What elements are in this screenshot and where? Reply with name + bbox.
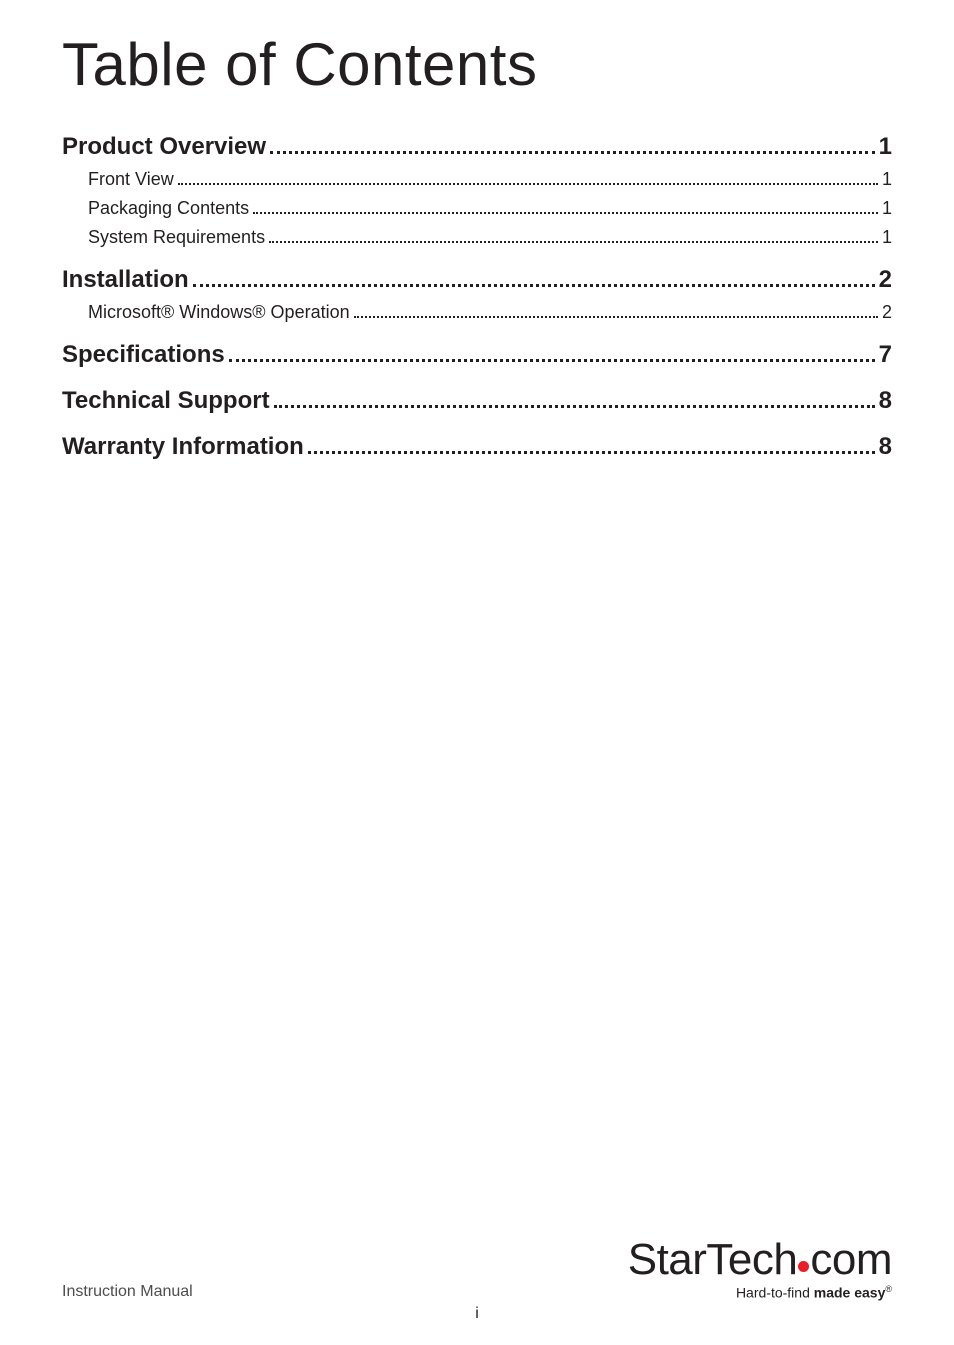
tagline-registered-icon: ® [885, 1284, 892, 1294]
toc-entry-page: 8 [879, 387, 892, 415]
toc-entry-page: 1 [882, 227, 892, 248]
brand-logo: StarTechcom Hard-to-find made easy® [628, 1238, 892, 1301]
toc-leader [354, 306, 878, 318]
toc-entry-page: 7 [879, 341, 892, 369]
logo-text-part2: com [810, 1238, 892, 1282]
toc-leader [269, 231, 878, 243]
toc-leader [229, 350, 875, 362]
toc-section-row[interactable]: Specifications 7 [62, 341, 892, 369]
toc-entry-page: 1 [882, 198, 892, 219]
brand-logo-wordmark: StarTechcom [628, 1238, 892, 1282]
toc-entry-label: Microsoft® Windows® Operation [88, 302, 350, 323]
toc-leader [308, 442, 875, 454]
toc-sub-row[interactable]: Microsoft® Windows® Operation 2 [88, 302, 892, 323]
logo-text-part1: StarTec [628, 1238, 774, 1282]
toc-section-row[interactable]: Technical Support 8 [62, 387, 892, 415]
toc-leader [274, 396, 875, 408]
toc-leader [193, 275, 875, 287]
toc-entry-label: Front View [88, 169, 174, 190]
toc-entry-page: 2 [882, 302, 892, 323]
page-title: Table of Contents [62, 30, 892, 99]
toc-entry-label: Specifications [62, 341, 225, 369]
toc-sub-row[interactable]: Front View 1 [88, 169, 892, 190]
toc-entry-page: 2 [879, 266, 892, 294]
logo-letter-h: h [773, 1238, 797, 1282]
toc-entry-label: Warranty Information [62, 433, 304, 461]
toc-entry-page: 1 [882, 169, 892, 190]
toc-entry-label: Installation [62, 266, 189, 294]
toc-section-row[interactable]: Installation 2 [62, 266, 892, 294]
toc-section-row[interactable]: Warranty Information 8 [62, 433, 892, 461]
toc-entry-label: Packaging Contents [88, 198, 249, 219]
toc-entry-label: System Requirements [88, 227, 265, 248]
logo-dot-icon [798, 1261, 809, 1272]
tagline-prefix: Hard-to-find [736, 1285, 814, 1301]
toc-entry-label: Product Overview [62, 133, 266, 161]
toc-leader [253, 202, 878, 214]
page: Table of Contents Product Overview1Front… [0, 0, 954, 1345]
toc-leader [178, 173, 878, 185]
toc-entry-label: Technical Support [62, 387, 270, 415]
page-footer: Instruction Manual StarTechcom Hard-to-f… [62, 1238, 892, 1301]
table-of-contents: Product Overview1Front View1Packaging Co… [62, 133, 892, 461]
page-number: i [0, 1305, 954, 1323]
toc-leader [270, 142, 875, 154]
brand-tagline: Hard-to-find made easy® [736, 1284, 892, 1301]
footer-left-text: Instruction Manual [62, 1283, 193, 1301]
toc-entry-page: 1 [879, 133, 892, 161]
tagline-bold: made easy [814, 1285, 886, 1301]
toc-sub-row[interactable]: System Requirements 1 [88, 227, 892, 248]
toc-entry-page: 8 [879, 433, 892, 461]
toc-section-row[interactable]: Product Overview 1 [62, 133, 892, 161]
toc-sub-row[interactable]: Packaging Contents 1 [88, 198, 892, 219]
